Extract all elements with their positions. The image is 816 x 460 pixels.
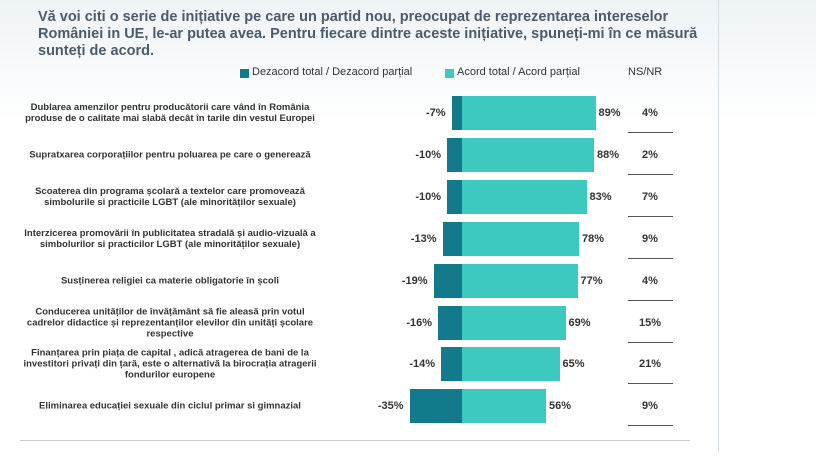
bar — [462, 96, 596, 130]
category-label: Susținerea religiei ca materie obligator… — [60, 275, 280, 287]
value-label: 78% — [582, 232, 605, 245]
bar — [462, 179, 587, 214]
category-label: Finanțarea prin piața de capital , adică… — [23, 347, 317, 381]
separator — [628, 257, 673, 259]
bar — [438, 305, 462, 340]
value-label: 89% — [598, 107, 621, 119]
chart-title: Vă voi citi o serie de inițiative pe car… — [38, 9, 698, 59]
value-label: -10% — [415, 148, 441, 161]
category-label: Interzicerea promovării în publicitatea … — [24, 227, 316, 250]
category-label: Scoaterea din programa școlară a textelo… — [35, 185, 305, 208]
legend-label: Dezacord total / Dezacord parțial — [252, 66, 413, 78]
column-header: NS/NR — [628, 66, 663, 78]
category-label: Conducerea unităților de învățământ să f… — [26, 306, 314, 339]
frame — [718, 0, 719, 453]
bar — [462, 263, 578, 298]
separator — [628, 215, 673, 217]
bar — [462, 305, 566, 340]
value-label: -14% — [409, 358, 435, 371]
category-label: Eliminarea educației sexuale din ciclul … — [39, 400, 301, 412]
value-label: -16% — [406, 316, 432, 329]
legend-swatch — [240, 69, 249, 78]
value-label: 77% — [580, 274, 603, 287]
separator — [628, 173, 673, 175]
bar — [409, 389, 462, 424]
value-label: -35% — [377, 400, 404, 413]
value-label: 88% — [597, 148, 620, 161]
bar — [462, 137, 594, 172]
value-label: 83% — [589, 190, 612, 203]
bar — [441, 347, 462, 382]
category-label: Dublarea amenzilor pentru producătorii c… — [25, 102, 315, 124]
separator — [628, 299, 673, 301]
value-label: -7% — [425, 107, 446, 119]
bar — [451, 96, 462, 130]
value-label: 56% — [549, 400, 572, 413]
separator — [628, 383, 673, 385]
value-label: -10% — [415, 190, 441, 203]
bar — [433, 263, 462, 298]
bar — [462, 221, 579, 256]
value-label: -13% — [410, 232, 437, 245]
value-label: 65% — [562, 358, 585, 371]
bar — [462, 347, 560, 382]
value-label: -19% — [401, 274, 428, 287]
bar — [442, 221, 462, 256]
separator — [628, 425, 673, 427]
legend-swatch — [445, 69, 454, 78]
legend-label: Acord total / Acord parțial — [457, 66, 580, 78]
separator — [628, 341, 673, 343]
bottom-rule — [20, 440, 690, 441]
value-label: 69% — [568, 316, 591, 329]
bar — [447, 179, 462, 214]
bar — [447, 137, 462, 172]
separator — [628, 132, 673, 133]
category-label: Supratxarea corporațiilor pentru poluare… — [29, 149, 311, 161]
bar — [462, 389, 546, 424]
